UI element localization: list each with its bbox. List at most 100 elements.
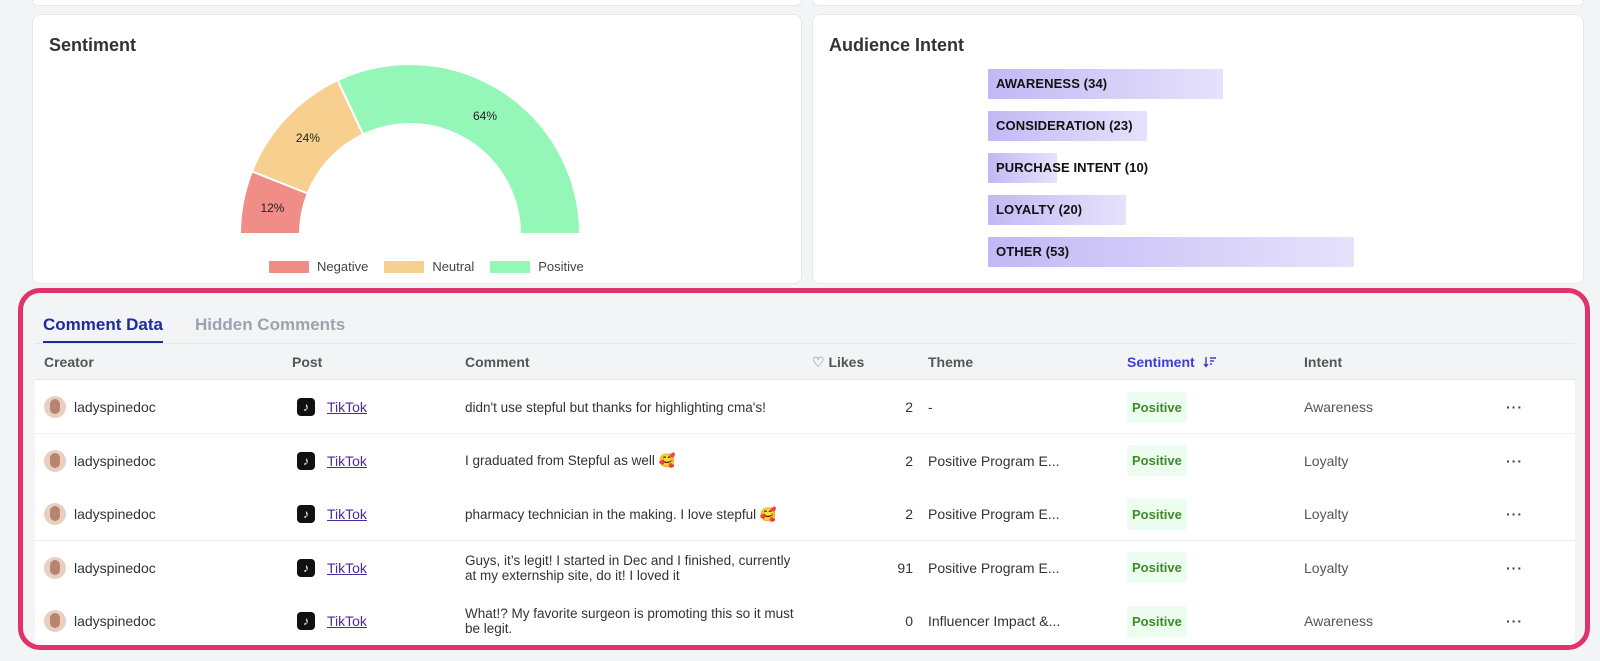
creator-name[interactable]: ladyspinedoc bbox=[74, 452, 156, 469]
more-options-icon[interactable]: ··· bbox=[1506, 506, 1523, 522]
column-header-sentiment[interactable]: Sentiment bbox=[1127, 354, 1217, 370]
intent-cell: Awareness bbox=[1304, 594, 1374, 645]
theme-text[interactable]: Positive Program E... bbox=[928, 452, 1060, 469]
intent-bar-label: PURCHASE INTENT (10) bbox=[996, 160, 1149, 175]
sentiment-card: Sentiment 12% 24% 64% Negative Neutral Pos… bbox=[32, 14, 802, 284]
avatar[interactable] bbox=[44, 503, 66, 525]
intent-text[interactable]: Loyalty bbox=[1304, 559, 1349, 576]
avatar[interactable] bbox=[44, 610, 66, 632]
legend-swatch-positive bbox=[490, 260, 531, 273]
table-row[interactable]: ladyspinedoc ♪ TikTok I graduated from S… bbox=[35, 433, 1575, 488]
theme-cell: Positive Program E... bbox=[928, 434, 1060, 488]
column-header-comment[interactable]: Comment bbox=[465, 354, 530, 370]
intent-text[interactable]: Awareness bbox=[1304, 613, 1374, 629]
avatar[interactable] bbox=[44, 396, 66, 418]
creator-cell: ladyspinedoc bbox=[44, 487, 156, 541]
theme-cell: Positive Program E... bbox=[928, 487, 1060, 541]
sentiment-slice-label: 24% bbox=[296, 131, 320, 145]
sentiment-slice-label: 12% bbox=[260, 201, 284, 215]
legend-negative[interactable]: Negative bbox=[269, 259, 368, 274]
likes-cell: 0 bbox=[873, 594, 913, 645]
more-options-icon[interactable]: ··· bbox=[1506, 613, 1523, 629]
column-header-creator[interactable]: Creator bbox=[44, 354, 94, 370]
table-row[interactable]: ladyspinedoc ♪ TikTok pharmacy technicia… bbox=[35, 487, 1575, 541]
intent-text[interactable]: Awareness bbox=[1304, 399, 1374, 415]
creator-name[interactable]: ladyspinedoc bbox=[74, 613, 156, 629]
sentiment-badge[interactable]: Positive bbox=[1127, 552, 1187, 583]
top-card-edge-left bbox=[32, 0, 802, 6]
avatar[interactable] bbox=[44, 556, 66, 579]
legend-neutral[interactable]: Neutral bbox=[384, 259, 474, 274]
legend-swatch-neutral bbox=[384, 260, 425, 273]
table-row[interactable]: ladyspinedoc ♪ TikTok didn't use stepful… bbox=[35, 380, 1575, 434]
audience-intent-title: Audience Intent bbox=[829, 35, 965, 55]
comment-text: pharmacy technician in the making. I lov… bbox=[465, 506, 777, 522]
column-header-sentiment-label: Sentiment bbox=[1127, 354, 1195, 370]
intent-text[interactable]: Loyalty bbox=[1304, 506, 1349, 522]
post-link[interactable]: TikTok bbox=[327, 399, 367, 415]
intent-bar-label: CONSIDERATION (23) bbox=[996, 118, 1133, 133]
post-link[interactable]: TikTok bbox=[327, 452, 367, 469]
sentiment-cell: Positive bbox=[1127, 380, 1187, 434]
tiktok-icon: ♪ bbox=[297, 398, 315, 416]
comment-text: Guys, it’s legit! I started in Dec and I… bbox=[465, 552, 791, 583]
sentiment-cell: Positive bbox=[1127, 594, 1187, 645]
intent-bar-label: OTHER (53) bbox=[996, 244, 1070, 259]
theme-text[interactable]: Influencer Impact &... bbox=[928, 613, 1061, 629]
sentiment-badge[interactable]: Positive bbox=[1127, 445, 1187, 476]
table-row[interactable]: ladyspinedoc ♪ TikTok What!? My favorite… bbox=[35, 594, 1575, 645]
legend-label-negative: Negative bbox=[317, 259, 369, 274]
creator-cell: ladyspinedoc bbox=[44, 541, 156, 595]
sentiment-cell: Positive bbox=[1127, 487, 1187, 541]
more-options-icon[interactable]: ··· bbox=[1506, 559, 1523, 576]
comment-cell: I graduated from Stepful as well 🥰 bbox=[465, 434, 795, 488]
intent-bar[interactable] bbox=[988, 195, 1126, 225]
avatar[interactable] bbox=[44, 449, 66, 472]
theme-text[interactable]: Positive Program E... bbox=[928, 559, 1060, 576]
intent-cell: Loyalty bbox=[1304, 434, 1348, 488]
intent-bar[interactable] bbox=[988, 153, 1057, 183]
heart-outline-icon: ♡ bbox=[812, 354, 825, 370]
intent-bar[interactable] bbox=[988, 111, 1147, 141]
theme-text[interactable]: Positive Program E... bbox=[928, 506, 1060, 522]
column-header-likes[interactable]: ♡ Likes bbox=[812, 354, 864, 371]
comment-cell: Guys, it’s legit! I started in Dec and I… bbox=[465, 541, 795, 595]
audience-intent-card: Audience Intent AWARENESS (34) CONSIDERAT… bbox=[812, 14, 1584, 284]
creator-cell: ladyspinedoc bbox=[44, 594, 156, 645]
tab-hidden-comments[interactable]: Hidden Comments bbox=[194, 315, 346, 334]
comment-table-panel: Comment Data Hidden Comments Creator Pos… bbox=[18, 288, 1590, 650]
legend-label-neutral: Neutral bbox=[432, 259, 475, 274]
sentiment-gauge-chart: 12% 24% 64% bbox=[238, 63, 582, 235]
sentiment-badge[interactable]: Positive bbox=[1127, 605, 1187, 637]
post-cell: ♪ TikTok bbox=[297, 380, 367, 434]
tab-comment-data[interactable]: Comment Data bbox=[43, 315, 163, 343]
comment-cell: pharmacy technician in the making. I lov… bbox=[465, 487, 795, 541]
more-options-icon[interactable]: ··· bbox=[1506, 452, 1523, 469]
sentiment-legend: Negative Neutral Positive bbox=[269, 259, 600, 274]
intent-text[interactable]: Loyalty bbox=[1304, 452, 1349, 469]
post-link[interactable]: TikTok bbox=[327, 506, 367, 522]
creator-name[interactable]: ladyspinedoc bbox=[74, 559, 156, 576]
more-options-icon[interactable]: ··· bbox=[1506, 399, 1523, 415]
column-header-intent[interactable]: Intent bbox=[1304, 354, 1343, 370]
post-link[interactable]: TikTok bbox=[327, 613, 367, 629]
theme-cell: - bbox=[928, 380, 933, 434]
row-menu-cell: ··· bbox=[1506, 541, 1523, 595]
tiktok-icon: ♪ bbox=[297, 451, 315, 470]
intent-bar[interactable] bbox=[988, 237, 1354, 267]
legend-positive[interactable]: Positive bbox=[490, 259, 584, 274]
post-link[interactable]: TikTok bbox=[327, 559, 367, 576]
intent-cell: Loyalty bbox=[1304, 487, 1348, 541]
column-header-theme[interactable]: Theme bbox=[928, 354, 974, 370]
intent-bar[interactable] bbox=[988, 69, 1223, 99]
sentiment-slice-positive[interactable] bbox=[336, 63, 582, 235]
theme-text[interactable]: - bbox=[928, 399, 933, 415]
theme-cell: Positive Program E... bbox=[928, 541, 1060, 595]
creator-name[interactable]: ladyspinedoc bbox=[74, 506, 156, 522]
creator-name[interactable]: ladyspinedoc bbox=[74, 399, 156, 415]
sentiment-badge[interactable]: Positive bbox=[1127, 498, 1187, 530]
column-header-post[interactable]: Post bbox=[292, 354, 323, 370]
sort-descending-icon[interactable] bbox=[1203, 356, 1217, 368]
table-row[interactable]: ladyspinedoc ♪ TikTok Guys, it’s legit! … bbox=[35, 540, 1575, 595]
sentiment-badge[interactable]: Positive bbox=[1127, 391, 1187, 423]
